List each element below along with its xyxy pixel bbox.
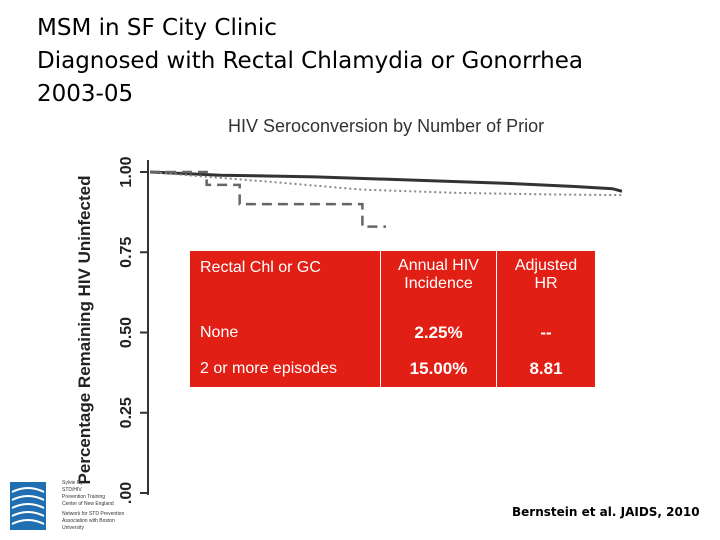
series-line-none [149,170,623,193]
series-line-2-or-more-episodes [150,170,386,228]
row-label: 2 or more episodes [190,351,381,387]
header-rectal: Rectal Chl or GC [200,259,321,276]
y-tick-label: 0.75 [118,237,135,268]
logo-text-5: Network for STD Prevention [62,511,125,517]
y-axis-label: Percentage Remaining HIV Uninfected [75,176,94,485]
logo-text-2: STD/HIV [62,487,82,493]
logo-emblem-icon [10,482,46,530]
table-header-row: Rectal Chl or GC Annual HIV Incidence Ad… [190,251,595,315]
header-cell-incidence: Annual HIV Incidence [380,251,497,315]
row-incidence: 15.00% [380,351,497,387]
logo-text-6: Association with Boston [62,518,115,524]
row-label: None [190,315,381,351]
logo-text-3: Prevention Training [62,494,106,500]
citation: Bernstein et al. JAIDS, 2010 [512,505,700,519]
y-tick-label: .00 [118,482,135,504]
table-row: None 2.25% -- [190,315,595,351]
title-line-2: Diagnosed with Rectal Chlamydia or Gonor… [37,48,583,74]
logo-text-4: Center of New England [62,501,114,507]
header-incidence-line1: Annual HIV [398,257,479,274]
logo-text-1: Sylvie Ry [62,480,83,486]
y-tick-label: 1.00 [118,156,135,187]
row-hr: 8.81 [496,351,595,387]
title-line-3: 2003-05 [37,81,134,107]
header-hr-line2: HR [534,275,558,292]
header-cell-hr: Adjusted HR [496,251,595,315]
table-row: 2 or more episodes 15.00% 8.81 [190,351,595,387]
row-incidence: 2.25% [380,315,497,351]
logo-text-7: University [62,525,84,531]
title-line-1: MSM in SF City Clinic [37,15,277,41]
chart-title: HIV Seroconversion by Number of Prior [228,116,545,136]
incidence-table: Rectal Chl or GC Annual HIV Incidence Ad… [190,251,595,387]
header-hr-line1: Adjusted [514,257,578,274]
header-cell-rectal: Rectal Chl or GC [190,251,381,315]
row-hr: -- [496,315,595,351]
series-line-1-episode [149,171,623,197]
slide-title: MSM in SF City Clinic Diagnosed with Rec… [37,12,583,111]
training-center-logo: Sylvie Ry STD/HIV Prevention Training Ce… [10,478,130,536]
y-tick-label: 0.25 [118,397,135,428]
y-tick-label: 0.50 [118,317,135,348]
header-incidence-line2: Incidence [404,275,473,292]
